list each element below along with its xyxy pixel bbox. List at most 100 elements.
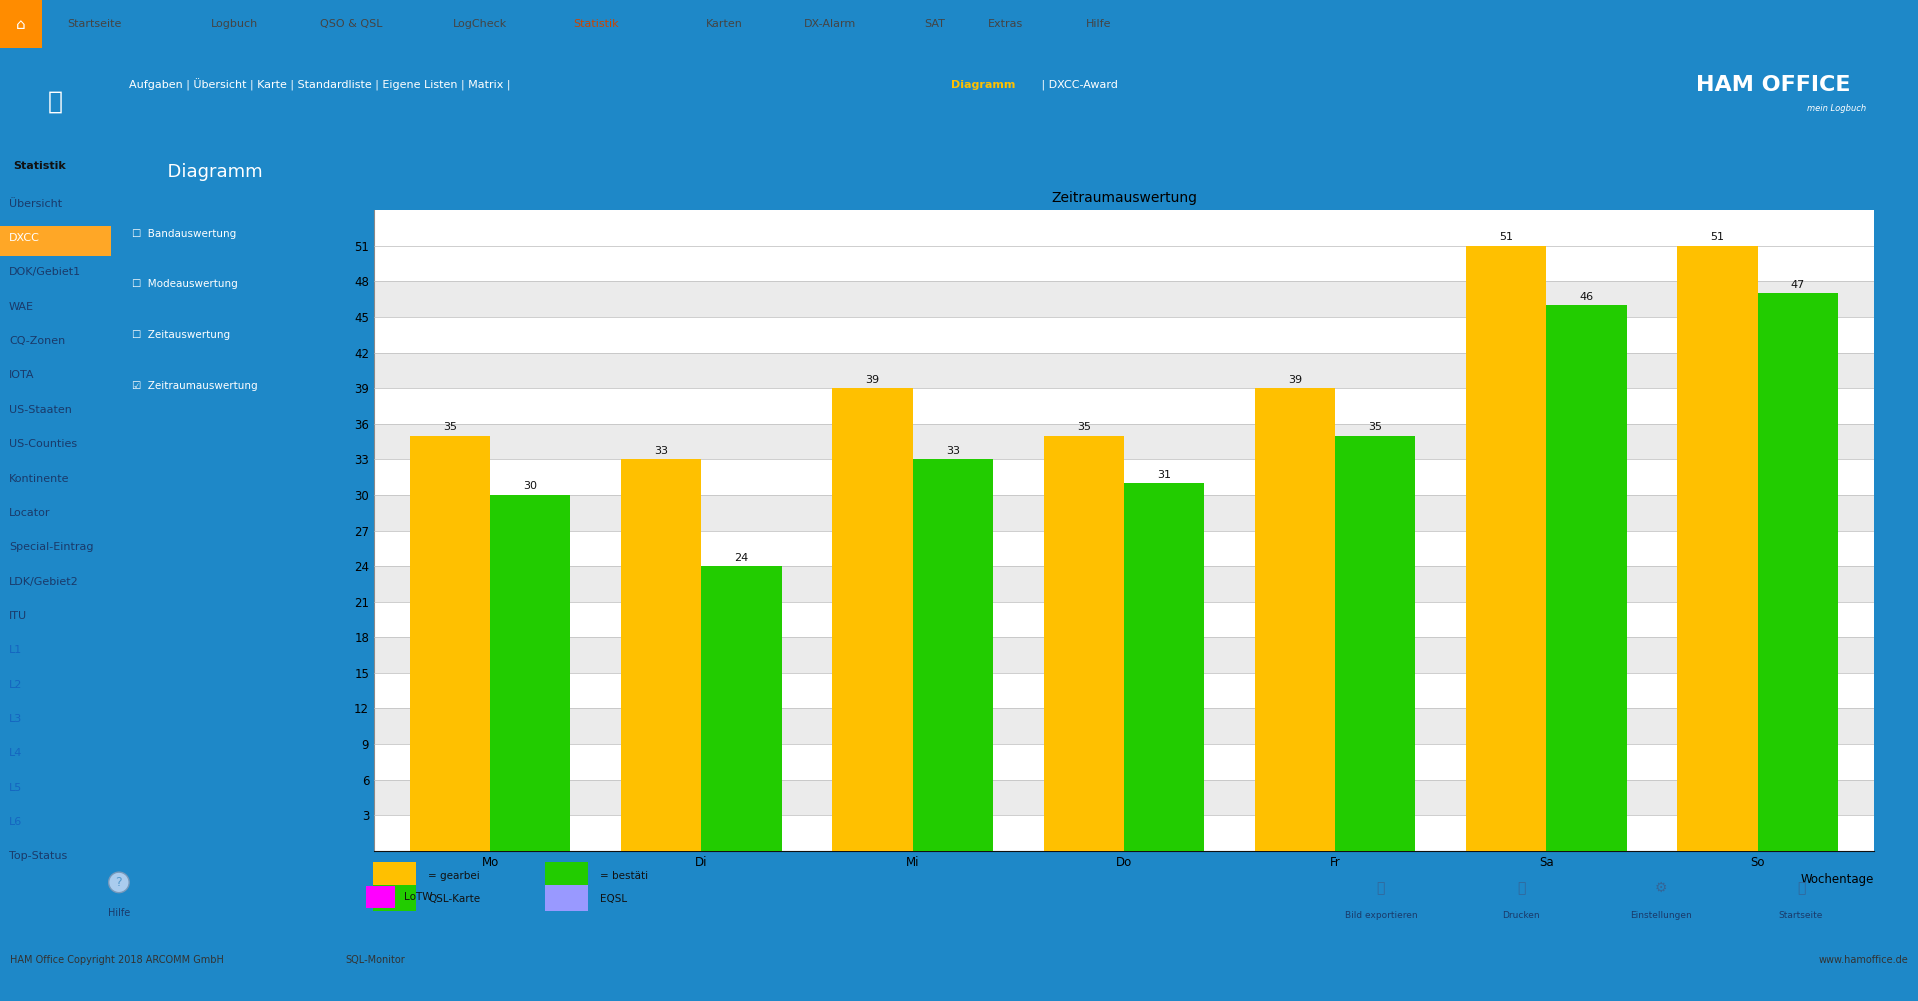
Text: mein Logbuch: mein Logbuch xyxy=(1807,104,1866,113)
Text: ☑  Zeitraumauswertung: ☑ Zeitraumauswertung xyxy=(132,380,257,390)
Text: 35: 35 xyxy=(1076,422,1091,432)
Bar xyxy=(374,673,1874,709)
Text: Statistik: Statistik xyxy=(13,161,65,171)
Text: US-Counties: US-Counties xyxy=(10,439,77,449)
Bar xyxy=(374,423,1874,459)
Bar xyxy=(410,435,491,851)
Text: = bestäti: = bestäti xyxy=(600,871,648,881)
Text: 📊: 📊 xyxy=(48,89,63,113)
Text: = gearbei: = gearbei xyxy=(428,871,480,881)
Bar xyxy=(913,459,994,851)
Text: IOTA: IOTA xyxy=(10,370,35,380)
Bar xyxy=(1757,293,1837,851)
Text: www.hamoffice.de: www.hamoffice.de xyxy=(1818,955,1908,965)
Text: Startseite: Startseite xyxy=(1778,911,1824,920)
Text: SQL-Monitor: SQL-Monitor xyxy=(345,955,405,965)
Text: 46: 46 xyxy=(1580,291,1594,301)
Bar xyxy=(1678,246,1757,851)
Text: QSO & QSL: QSO & QSL xyxy=(320,19,384,29)
Bar xyxy=(1335,435,1415,851)
Bar xyxy=(545,885,587,914)
Bar xyxy=(374,780,1874,815)
Bar xyxy=(366,886,395,908)
Text: 35: 35 xyxy=(443,422,456,432)
Text: 51: 51 xyxy=(1500,232,1513,242)
Text: 33: 33 xyxy=(946,445,959,455)
Text: LoTW: LoTW xyxy=(403,892,432,902)
Bar xyxy=(832,388,913,851)
Text: 🏠: 🏠 xyxy=(1797,881,1805,895)
Text: 31: 31 xyxy=(1157,469,1172,479)
Bar xyxy=(374,638,1874,673)
Text: L6: L6 xyxy=(10,817,23,827)
Text: Hilfe: Hilfe xyxy=(1086,19,1111,29)
Text: L3: L3 xyxy=(10,714,23,724)
Bar xyxy=(374,281,1874,317)
Bar xyxy=(374,459,1874,494)
Text: LDK/Gebiet2: LDK/Gebiet2 xyxy=(10,577,79,587)
Text: ☐  Zeitauswertung: ☐ Zeitauswertung xyxy=(132,330,230,340)
Text: US-Staaten: US-Staaten xyxy=(10,404,71,414)
Text: EQSL: EQSL xyxy=(600,894,627,904)
Text: 🖨: 🖨 xyxy=(1517,881,1525,895)
Text: LogCheck: LogCheck xyxy=(453,19,506,29)
Text: Statistik: Statistik xyxy=(573,19,620,29)
Text: L4: L4 xyxy=(10,749,23,759)
Text: Hilfe: Hilfe xyxy=(107,908,130,918)
Text: DOK/Gebiet1: DOK/Gebiet1 xyxy=(10,267,81,277)
Text: ☐  Bandauswertung: ☐ Bandauswertung xyxy=(132,228,236,238)
Text: Extras: Extras xyxy=(988,19,1022,29)
Text: HAM OFFICE: HAM OFFICE xyxy=(1696,75,1851,95)
Text: 39: 39 xyxy=(865,374,880,384)
Bar xyxy=(372,862,416,891)
Text: Diagramm: Diagramm xyxy=(157,163,263,181)
Text: Top-Status: Top-Status xyxy=(10,852,67,862)
Text: ⚙: ⚙ xyxy=(1655,881,1667,895)
Text: 📄: 📄 xyxy=(1377,881,1385,895)
Bar xyxy=(1465,246,1546,851)
Bar xyxy=(545,862,587,891)
Text: Locator: Locator xyxy=(10,508,50,518)
Title: Zeitraumauswertung: Zeitraumauswertung xyxy=(1051,191,1197,205)
Text: Diagramm: Diagramm xyxy=(951,80,1017,90)
Bar xyxy=(374,317,1874,352)
Bar xyxy=(374,602,1874,638)
Bar xyxy=(0,226,111,256)
Text: 39: 39 xyxy=(1289,374,1302,384)
Text: 51: 51 xyxy=(1711,232,1724,242)
Bar xyxy=(374,744,1874,780)
Bar xyxy=(374,567,1874,602)
Text: Special-Eintrag: Special-Eintrag xyxy=(10,543,94,553)
Bar xyxy=(1124,483,1205,851)
Bar xyxy=(374,494,1874,531)
Text: ITU: ITU xyxy=(10,611,27,621)
Text: Einstellungen: Einstellungen xyxy=(1630,911,1692,920)
Bar xyxy=(372,885,416,914)
Bar xyxy=(1254,388,1335,851)
Bar xyxy=(0,0,42,48)
Text: DXCC: DXCC xyxy=(10,233,40,243)
Text: Karten: Karten xyxy=(706,19,742,29)
Text: ?: ? xyxy=(115,876,123,889)
Text: ☐  Modeauswertung: ☐ Modeauswertung xyxy=(132,279,238,289)
Text: QSL-Karte: QSL-Karte xyxy=(428,894,480,904)
Text: L2: L2 xyxy=(10,680,23,690)
Bar xyxy=(374,352,1874,388)
Text: | DXCC-Award: | DXCC-Award xyxy=(1038,80,1118,90)
Text: L1: L1 xyxy=(10,646,23,656)
Bar xyxy=(491,494,570,851)
Text: 33: 33 xyxy=(654,445,667,455)
Text: HAM Office Copyright 2018 ARCOMM GmbH: HAM Office Copyright 2018 ARCOMM GmbH xyxy=(10,955,224,965)
Bar xyxy=(374,388,1874,423)
Bar xyxy=(702,567,783,851)
Text: 35: 35 xyxy=(1368,422,1383,432)
Text: CQ-Zonen: CQ-Zonen xyxy=(10,336,65,346)
Bar xyxy=(1043,435,1124,851)
Bar xyxy=(374,709,1874,744)
Text: Drucken: Drucken xyxy=(1502,911,1540,920)
Text: L5: L5 xyxy=(10,783,23,793)
Text: 30: 30 xyxy=(524,481,537,491)
Bar xyxy=(374,246,1874,281)
Text: Übersicht: Übersicht xyxy=(10,199,61,208)
Text: DX-Alarm: DX-Alarm xyxy=(804,19,855,29)
